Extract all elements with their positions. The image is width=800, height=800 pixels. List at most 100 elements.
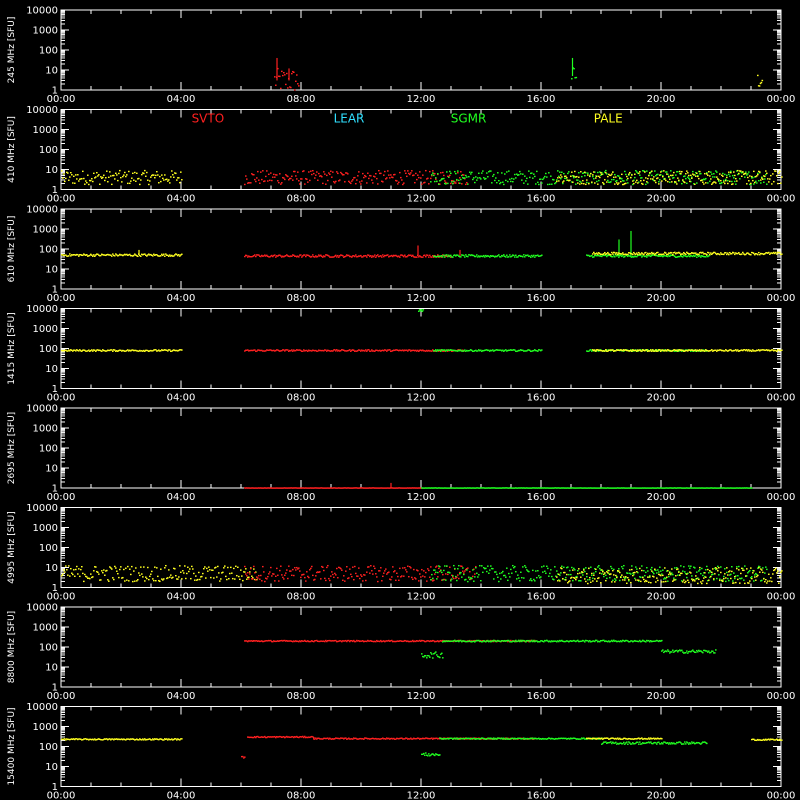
data-point [624, 579, 626, 581]
data-point [510, 180, 512, 183]
data-point [398, 487, 400, 489]
data-point [505, 487, 507, 489]
data-point [699, 566, 701, 569]
data-point [114, 178, 116, 180]
data-point [326, 566, 328, 569]
data-point [706, 173, 708, 175]
data-point [441, 255, 443, 257]
data-point [601, 171, 603, 174]
data-point [114, 349, 116, 351]
data-point [477, 576, 479, 578]
data-point [270, 349, 272, 351]
data-point [203, 568, 205, 570]
data-point [682, 349, 684, 352]
data-point [737, 169, 739, 172]
data-point [579, 579, 581, 582]
data-point [636, 179, 638, 182]
data-point [261, 178, 263, 181]
data-point [148, 350, 150, 353]
data-point [289, 487, 291, 489]
data-point [438, 487, 440, 489]
data-point [681, 572, 683, 575]
y-tick-label: 100 [39, 46, 58, 57]
data-point [350, 573, 352, 576]
data-point [122, 349, 124, 352]
data-point [602, 173, 604, 175]
data-point [293, 574, 295, 577]
data-point [645, 487, 647, 489]
data-point [720, 349, 722, 351]
data-point [142, 172, 144, 174]
data-point [615, 176, 617, 178]
data-point [644, 252, 646, 254]
data-point [682, 179, 684, 181]
x-tick-label: 16:00 [527, 592, 556, 603]
data-point [642, 487, 644, 489]
data-point [599, 176, 601, 179]
data-point [709, 180, 711, 182]
data-point [748, 180, 750, 182]
data-point [112, 174, 114, 177]
data-point [764, 253, 766, 255]
data-point [705, 182, 707, 184]
data-point [279, 173, 281, 175]
data-point [443, 177, 445, 180]
data-point [625, 173, 627, 176]
data-point [542, 487, 544, 489]
data-point [679, 349, 681, 351]
data-point [69, 176, 71, 178]
data-point [580, 576, 582, 578]
data-point [170, 574, 172, 576]
data-point [91, 576, 93, 579]
data-point [711, 571, 713, 574]
data-point [374, 254, 376, 256]
data-point [740, 487, 742, 489]
data-point [637, 571, 639, 574]
data-point [286, 175, 288, 177]
data-point [325, 183, 327, 185]
data-point [460, 571, 462, 574]
data-point [164, 255, 166, 257]
data-point [741, 487, 743, 489]
data-point [261, 487, 263, 489]
data-point [389, 255, 391, 257]
data-point [466, 568, 468, 570]
data-point [595, 350, 597, 352]
data-point [499, 572, 501, 575]
data-point [319, 255, 321, 257]
data-point [466, 181, 468, 184]
data-point [67, 255, 69, 257]
data-point [593, 349, 595, 352]
data-point [691, 349, 693, 351]
data-point [540, 178, 542, 180]
data-point [662, 350, 664, 352]
data-point [670, 574, 672, 576]
data-point [404, 567, 406, 569]
data-point [761, 569, 763, 571]
data-point [536, 254, 538, 257]
data-point [721, 181, 723, 184]
data-point [585, 172, 587, 174]
data-point [434, 487, 436, 489]
data-point [440, 255, 442, 257]
data-point [126, 253, 128, 256]
data-point [635, 181, 637, 183]
data-point [434, 569, 436, 571]
x-tick-label: 00:00 [47, 94, 76, 105]
data-point [620, 487, 622, 489]
x-tick-label: 12:00 [407, 492, 436, 503]
data-point [615, 579, 617, 581]
data-point [298, 256, 300, 258]
data-point [621, 255, 623, 258]
data-point [376, 255, 378, 257]
data-point [106, 350, 108, 352]
data-point [356, 350, 358, 352]
data-point [527, 570, 529, 572]
data-point [408, 487, 410, 489]
data-point [752, 176, 754, 179]
data-point [707, 568, 709, 571]
data-point [87, 577, 89, 580]
data-point [283, 578, 285, 580]
data-point [601, 253, 603, 256]
y-tick-label: 10 [45, 663, 58, 674]
